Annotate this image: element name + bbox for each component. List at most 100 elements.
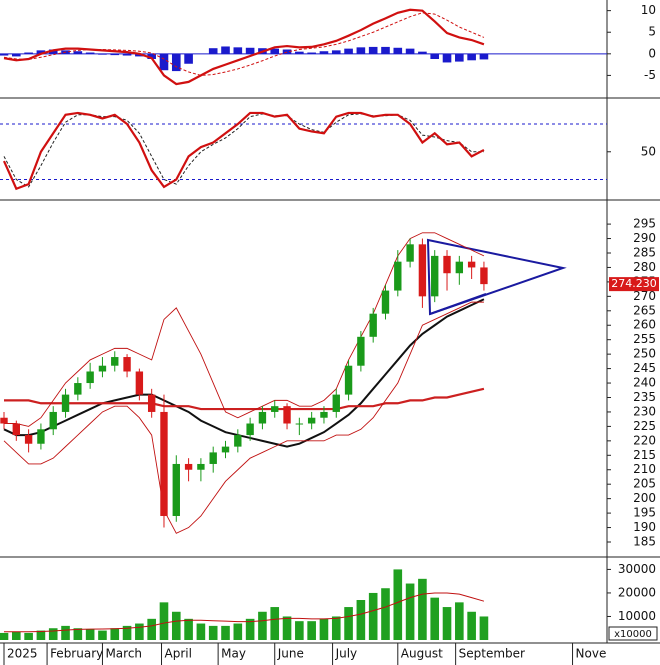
y-tick-label: 190 [633,520,656,534]
volume-bar [467,611,476,640]
y-tick-label: 240 [633,376,656,390]
volume-bar [418,578,427,640]
y-tick-label: 20000 [618,585,656,599]
y-tick-label: 205 [633,477,656,491]
y-tick-label: 30000 [618,562,656,576]
x-tick-label: May [221,647,246,661]
histogram-bar [110,53,120,56]
y-tick-label: 220 [633,433,656,447]
line [3,298,485,448]
x-tick-label: July [335,647,358,661]
histogram-bar [467,53,476,61]
x-tick-label: February [50,647,103,661]
line [4,592,485,633]
candle-body [357,336,365,366]
last-price-box [609,277,659,292]
y-tick-label: 5 [648,25,656,39]
histogram-bar [48,49,58,54]
y-tick-label: 0 [648,46,656,60]
histogram-bar [455,53,464,62]
volume-bar [282,616,292,640]
candle-body [0,417,8,424]
y-tick-label: 255 [633,332,656,346]
y-tick-label: 285 [633,245,656,259]
volume-bar [0,632,9,640]
candle-body [406,244,414,262]
volume-bar [135,623,144,640]
trend-line [429,293,487,315]
y-tick-label: 185 [633,534,656,548]
histogram-bar [442,53,452,63]
candle-body [480,267,488,285]
histogram-bar [11,53,21,57]
volume-bar [455,602,464,640]
candle-body [467,261,476,268]
unit-label: x10000 [614,629,652,640]
candle-body [98,365,107,372]
x-tick-label: Nove [576,647,607,661]
histogram-bar [0,53,9,56]
histogram-bar [479,53,489,60]
histogram-bar [381,46,390,54]
candle-body [61,394,70,412]
histogram-bar [295,51,304,54]
volume-bar [442,607,452,640]
volume-bar [196,623,206,640]
candle-body [160,411,168,516]
volume-bar [147,618,156,640]
triangle-pattern [426,238,567,316]
candle-body [455,261,464,274]
volume-bar [258,611,267,640]
histogram-bar [36,50,46,54]
candle-body [172,463,180,516]
y-tick-label: 195 [633,506,656,520]
histogram-bar [393,47,403,54]
candle-body [418,244,427,297]
line [3,8,485,86]
histogram-bar [418,51,427,54]
candle-body [307,417,316,424]
candle-body [246,423,254,436]
x-tick-label: April [165,647,192,661]
y-tick-label: 245 [633,361,656,375]
volume-bar [405,583,415,640]
candle-body [209,452,217,464]
x-tick-label: March [105,647,142,661]
y-tick-label: 10 [641,3,656,17]
histogram-bar [344,48,353,54]
volume-bar [430,597,440,640]
x-tick-label: 2025 [7,647,38,661]
y-tick-label: 200 [633,491,656,505]
candle-body [431,255,439,297]
volume-bar [295,621,304,640]
histogram-bar [356,47,366,54]
histogram-bar [331,50,341,54]
candle-body [332,394,340,412]
y-tick-label: 265 [633,303,656,317]
candle-body [184,463,193,470]
y-tick-label: 210 [633,462,656,476]
candle-body [295,423,304,425]
volume-bar [171,611,181,640]
candle-body [283,406,291,424]
candle-body [86,371,94,384]
histogram-bar [135,53,144,57]
volume-bar [233,623,243,640]
y-tick-label: 230 [633,404,656,418]
candle-body [197,463,205,470]
y-tick-label: 235 [633,390,656,404]
volume-bar [344,607,353,640]
candle-body [123,357,131,372]
volume-bar [221,625,230,640]
histogram-bar [319,51,329,54]
candle-body [320,411,328,418]
y-tick-label: 50 [641,144,656,158]
candle-body [37,429,45,444]
histogram-bar [98,53,107,55]
candle-body [369,313,377,337]
histogram-bar [184,53,193,64]
y-tick-label: 270 [633,289,656,303]
candle-body [12,423,20,436]
candle-body [221,446,230,453]
